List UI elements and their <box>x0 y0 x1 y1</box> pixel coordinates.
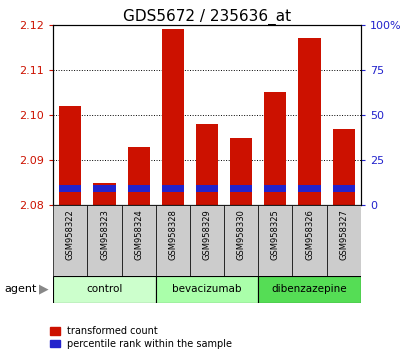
Bar <box>127 147 149 205</box>
Text: GSM958327: GSM958327 <box>338 209 347 260</box>
Bar <box>298 185 320 192</box>
Bar <box>121 205 155 276</box>
Bar <box>53 205 87 276</box>
Text: dibenzazepine: dibenzazepine <box>271 284 346 295</box>
Text: GSM958325: GSM958325 <box>270 209 279 259</box>
Bar <box>87 205 121 276</box>
Bar <box>93 185 115 192</box>
Text: GSM958326: GSM958326 <box>304 209 313 260</box>
Bar <box>196 185 218 192</box>
Bar <box>224 205 258 276</box>
Text: GSM958323: GSM958323 <box>100 209 109 260</box>
Bar <box>93 183 115 205</box>
Bar <box>59 185 81 192</box>
Text: ▶: ▶ <box>39 283 48 296</box>
Bar <box>332 129 354 205</box>
Bar <box>127 185 149 192</box>
Bar <box>162 29 184 205</box>
Bar <box>258 276 360 303</box>
Text: control: control <box>86 284 122 295</box>
Bar <box>189 205 224 276</box>
Text: GSM958329: GSM958329 <box>202 209 211 259</box>
Bar <box>155 276 258 303</box>
Text: agent: agent <box>4 284 36 295</box>
Bar <box>196 124 218 205</box>
Bar <box>229 185 252 192</box>
Title: GDS5672 / 235636_at: GDS5672 / 235636_at <box>123 8 290 25</box>
Bar <box>229 138 252 205</box>
Bar <box>264 185 286 192</box>
Bar <box>258 205 292 276</box>
Text: bevacizumab: bevacizumab <box>172 284 241 295</box>
Bar <box>326 205 360 276</box>
Bar <box>53 276 155 303</box>
Text: GSM958330: GSM958330 <box>236 209 245 260</box>
Text: GSM958324: GSM958324 <box>134 209 143 259</box>
Bar <box>59 106 81 205</box>
Bar <box>292 205 326 276</box>
Bar <box>162 185 184 192</box>
Text: GSM958328: GSM958328 <box>168 209 177 260</box>
Bar <box>264 92 286 205</box>
Text: GSM958322: GSM958322 <box>66 209 75 259</box>
Bar <box>298 38 320 205</box>
Legend: transformed count, percentile rank within the sample: transformed count, percentile rank withi… <box>50 326 232 349</box>
Bar <box>332 185 354 192</box>
Bar <box>155 205 189 276</box>
